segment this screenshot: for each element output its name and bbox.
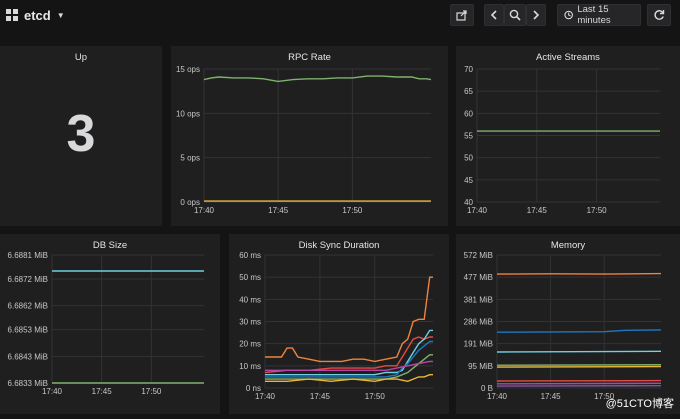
x-tick-label: 17:50 [342,206,363,215]
series-line-3 [497,351,661,352]
y-tick-label: 40 ms [239,295,261,304]
series-line-2 [497,330,661,332]
x-tick-label: 17:45 [92,387,113,396]
series-line-5 [265,355,433,379]
x-tick-label: 17:40 [194,206,215,215]
time-forward-button[interactable] [526,4,546,26]
y-tick-label: 6.6862 MiB [8,302,48,311]
y-tick-label: 6.6853 MiB [8,326,48,335]
y-tick-label: 10 ms [239,362,261,371]
series-line-7 [265,375,433,382]
up-panel: Up 3 [0,46,162,226]
y-tick-label: 477 MiB [464,273,493,282]
y-tick-label: 6.6872 MiB [8,275,48,284]
y-tick-label: 572 MiB [464,251,493,260]
x-tick-label: 17:45 [527,206,548,215]
x-tick-label: 17:40 [487,392,508,401]
chevron-right-icon [532,10,540,20]
dashboard-grid-icon [6,9,18,21]
time-range-label: Last 15 minutes [577,4,640,26]
series-line-4 [497,367,661,368]
y-tick-label: 55 [464,132,473,141]
panel-title[interactable]: Active Streams [456,52,680,63]
series-line-1 [497,274,661,275]
panel-title[interactable]: Memory [456,240,680,251]
x-tick-label: 17:50 [587,206,608,215]
y-tick-label: 5 ops [180,154,200,163]
y-tick-label: 60 [464,109,473,118]
refresh-button[interactable] [647,4,671,26]
x-tick-label: 17:50 [141,387,162,396]
time-range-picker[interactable]: Last 15 minutes [557,4,641,26]
panel-title[interactable]: Disk Sync Duration [229,240,449,251]
y-tick-label: 45 [464,176,473,185]
up-value: 3 [0,104,162,164]
series-line-1 [204,76,431,81]
y-tick-label: 191 MiB [464,340,493,349]
dashboard-picker[interactable]: etcd ▼ [6,6,65,24]
y-tick-label: 70 [464,65,473,74]
x-tick-label: 17:45 [268,206,289,215]
zoom-out-icon [509,9,521,21]
panel-title[interactable]: DB Size [0,240,220,251]
y-tick-label: 50 [464,154,473,163]
y-tick-label: 30 ms [239,318,261,327]
y-tick-label: 6.6843 MiB [8,352,48,361]
share-button[interactable] [450,4,474,26]
panel-title[interactable]: Up [0,52,162,63]
x-tick-label: 17:40 [467,206,488,215]
chevron-left-icon [490,10,498,20]
series-line-2 [265,337,433,373]
time-back-button[interactable] [484,4,504,26]
y-tick-label: 50 ms [239,273,261,282]
refresh-icon [653,9,665,21]
x-tick-label: 17:40 [255,392,276,401]
y-tick-label: 381 MiB [464,295,493,304]
y-tick-label: 20 ms [239,340,261,349]
series-line-7 [497,383,661,384]
x-tick-label: 17:50 [365,392,386,401]
y-tick-label: 95 MiB [468,362,493,371]
y-tick-label: 60 ms [239,251,261,260]
y-tick-label: 286 MiB [464,318,493,327]
watermark: @51CTO博客 [606,395,674,411]
y-tick-label: 6.6881 MiB [8,251,48,260]
caret-down-icon: ▼ [57,11,65,20]
share-icon [456,9,468,21]
dashboard-navbar: etcd ▼ Last 15 minutes [0,0,680,32]
clock-icon [564,10,573,20]
dashboard-title: etcd [24,8,51,23]
y-tick-label: 65 [464,87,473,96]
zoom-out-button[interactable] [504,4,526,26]
series-line-5 [497,365,661,366]
panel-title[interactable]: RPC Rate [171,52,448,63]
y-tick-label: 15 ops [176,65,200,74]
x-tick-label: 17:45 [310,392,331,401]
x-tick-label: 17:40 [42,387,63,396]
x-tick-label: 17:45 [541,392,562,401]
y-tick-label: 10 ops [176,109,200,118]
